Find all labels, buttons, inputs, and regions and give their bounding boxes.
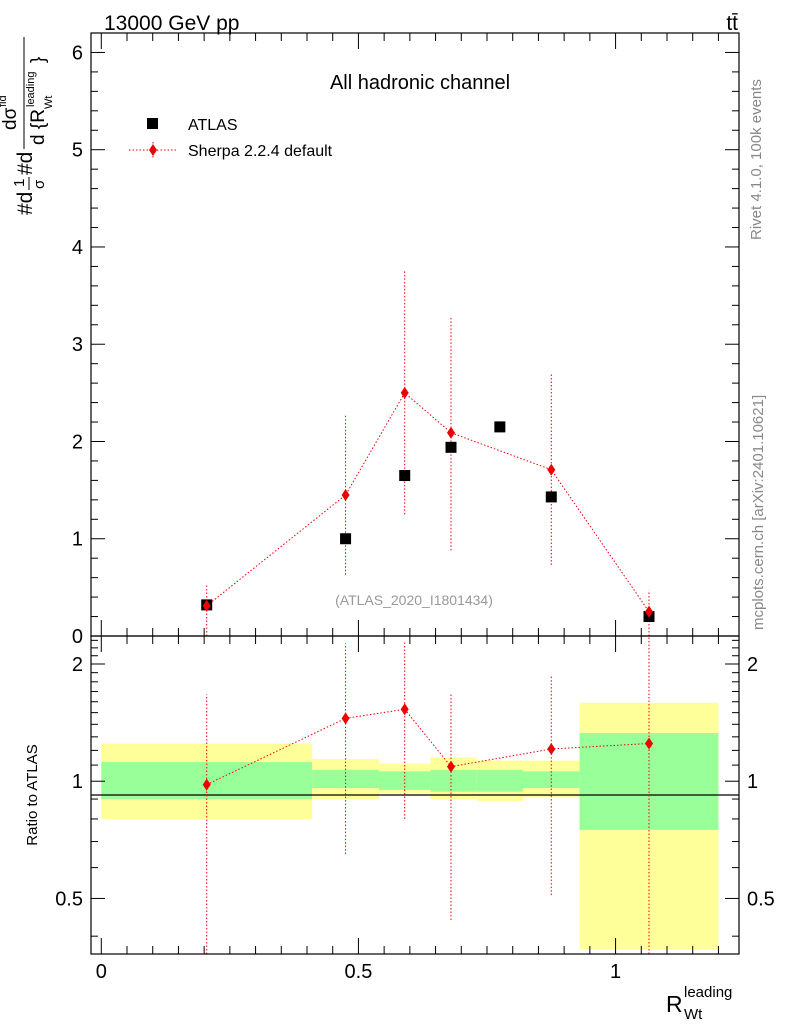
ratio-sherpa-point [400, 703, 409, 716]
sherpa-line [206, 392, 650, 612]
ratio-sherpa-point [341, 712, 350, 725]
main-ylabel: #d 1 σ #d dσ fid d {R Wt leading } [0, 37, 55, 215]
rivet-label: Rivet 4.1.0, 100k events [748, 79, 765, 240]
svg-text:#d: #d [14, 192, 37, 215]
ratio-ytick-label: 1 [72, 771, 83, 793]
ratio-sherpa-point [202, 778, 211, 791]
atlas-point [494, 421, 506, 433]
legend-marker-sherpa [149, 144, 157, 156]
atlas-point [445, 441, 457, 453]
ratio-ylabel: Ratio to ATLAS [24, 744, 41, 845]
legend-marker-atlas [147, 118, 158, 129]
ratio-ytick-label-right: 2 [747, 654, 758, 676]
ratio-frame [90, 635, 740, 955]
sherpa-point [202, 599, 211, 612]
sherpa-point [547, 463, 556, 476]
main-ytick-label: 6 [72, 42, 83, 64]
x-axis-title-sup: leading [684, 984, 732, 1001]
x-axis-title-sub: Wt [684, 1006, 703, 1023]
ratio-band-inner [430, 769, 477, 792]
chart-title: All hadronic channel [330, 72, 510, 94]
svg-text:dσ: dσ [0, 107, 21, 130]
ratio-ytick-label: 2 [72, 654, 83, 676]
ratio-band-inner [312, 769, 379, 789]
svg-text:Wt: Wt [43, 96, 55, 109]
ratio-sherpa-point [645, 737, 653, 750]
svg-text:#d: #d [14, 152, 37, 175]
legend-label-sherpa: Sherpa 2.2.4 default [188, 143, 333, 160]
svg-text:σ: σ [31, 179, 48, 189]
x-axis-title-main: R [666, 991, 683, 1017]
ratio-xtick-label: 0.5 [345, 961, 373, 983]
legend: ATLAS Sherpa 2.2.4 default [129, 117, 333, 160]
atlas-point [399, 470, 411, 482]
legend-label-atlas: ATLAS [188, 117, 238, 134]
main-ytick-label: 1 [72, 529, 83, 551]
atlas-point [545, 491, 557, 503]
main-ytick-label: 5 [72, 140, 83, 162]
ratio-sherpa-point [447, 760, 455, 773]
ratio-sherpa-point [547, 742, 556, 755]
sherpa-point [400, 386, 409, 399]
svg-text:d {R: d {R [28, 109, 49, 145]
x-axis-title: R leading Wt [666, 984, 732, 1023]
ratio-ytick-label-right: 1 [747, 771, 758, 793]
svg-text:1: 1 [11, 179, 28, 187]
ratio-band-inner [476, 769, 523, 792]
svg-text:}: } [28, 57, 49, 63]
main-ytick-label: 4 [72, 237, 83, 259]
ratio-xtick-label: 1 [610, 961, 621, 983]
energy-label: 13000 GeV pp [104, 12, 239, 35]
process-label: tt̄ [726, 12, 738, 35]
ratio-panel: 0.5 0.5 1 1 2 2 0 0.5 1 Ratio to ATLAS [24, 635, 775, 983]
sherpa-point [341, 488, 350, 501]
atlas-point [340, 533, 352, 545]
sherpa-point [645, 605, 653, 618]
source-label: mcplots.cern.ch [arXiv:2401.10621] [750, 395, 767, 630]
main-ytick-label: 2 [72, 431, 83, 453]
main-panel: All hadronic channel (ATLAS_2020_I180143… [0, 32, 740, 648]
ratio-ytick-label: 0.5 [55, 888, 83, 910]
sherpa-point [447, 426, 455, 439]
svg-text:fid: fid [0, 95, 9, 107]
ratio-xtick-label: 0 [96, 961, 107, 983]
svg-text:leading: leading [25, 72, 37, 107]
ratio-band-inner [523, 771, 580, 789]
ratio-ytick-label-right: 0.5 [747, 888, 775, 910]
main-ytick-label: 0 [72, 626, 83, 648]
ratio-band-inner [379, 771, 431, 790]
main-ytick-label: 3 [72, 334, 83, 356]
watermark-label: (ATLAS_2020_I1801434) [335, 592, 493, 608]
